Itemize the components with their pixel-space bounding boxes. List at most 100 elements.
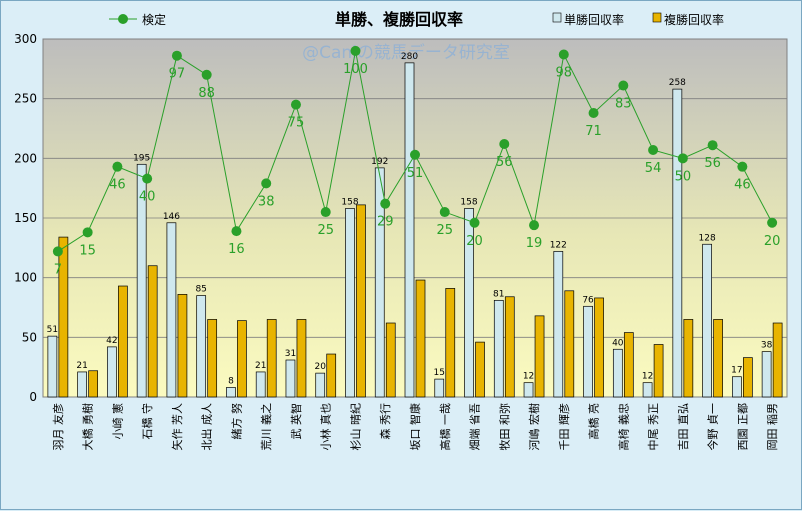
bar-tansho xyxy=(166,222,177,398)
bar-tansho xyxy=(464,208,474,398)
category-label: 羽月 友彦 xyxy=(51,403,65,451)
kentei-point-label: 83 xyxy=(615,97,632,112)
bar-fukusho xyxy=(623,332,634,398)
category-label: 牧田 和弥 xyxy=(497,403,511,451)
bar-tansho xyxy=(107,346,117,398)
category-label: 大橋 勇樹 xyxy=(81,403,95,451)
bar-tansho xyxy=(434,378,445,398)
kentei-point xyxy=(499,139,510,150)
bar-tansho xyxy=(642,382,653,398)
bar-tansho xyxy=(493,299,504,398)
category-label: 森 秀行 xyxy=(378,403,392,440)
bar-value-label: 17 xyxy=(731,366,742,376)
bar-fukusho xyxy=(385,322,396,398)
y-tick-label: 50 xyxy=(22,330,37,344)
bar-tansho xyxy=(702,243,712,398)
bar-tansho xyxy=(404,62,415,398)
kentei-point-label: 71 xyxy=(585,124,602,139)
kentei-point xyxy=(677,153,688,164)
bar-value-label: 12 xyxy=(642,372,653,382)
bar-fukusho xyxy=(415,279,426,398)
category-label: 岡田 稲男 xyxy=(766,403,779,451)
category-label: 緒方 努 xyxy=(229,403,243,440)
kentei-point xyxy=(201,69,212,80)
category-label: 高橋 一哉 xyxy=(438,403,452,451)
bar-value-label: 158 xyxy=(341,197,358,207)
kentei-point xyxy=(320,207,331,218)
kentei-point-label: 20 xyxy=(764,234,781,249)
kentei-point-label: 100 xyxy=(343,62,368,77)
bar-fukusho xyxy=(88,370,98,398)
kentei-point xyxy=(52,246,63,257)
bar-fukusho xyxy=(177,294,188,398)
kentei-point-label: 25 xyxy=(317,223,334,238)
y-tick-label: 0 xyxy=(29,390,37,404)
bar-fukusho xyxy=(445,288,456,398)
bar-tansho xyxy=(285,359,296,398)
kentei-point-label: 75 xyxy=(288,116,305,131)
category-label: 荒川 義之 xyxy=(259,403,273,451)
bar-value-label: 12 xyxy=(523,372,534,382)
kentei-point xyxy=(112,161,123,172)
kentei-point xyxy=(767,217,778,228)
y-tick-label: 100 xyxy=(14,271,37,285)
y-tick-label: 250 xyxy=(14,92,37,106)
bar-value-label: 192 xyxy=(371,157,388,167)
category-label: 高橋 亮 xyxy=(587,403,601,440)
chart-title: 単勝、複勝回収率 xyxy=(335,10,463,29)
legend-label-kentei: 検定 xyxy=(142,12,166,27)
kentei-point-label: 97 xyxy=(169,67,186,82)
bar-value-label: 51 xyxy=(47,325,58,335)
kentei-point-label: 46 xyxy=(109,178,126,193)
bar-value-label: 128 xyxy=(699,233,716,243)
kentei-point xyxy=(618,80,629,91)
category-label: 武 英智 xyxy=(289,403,303,440)
bar-fukusho xyxy=(504,296,515,398)
bar-value-label: 21 xyxy=(255,361,266,371)
bar-value-label: 146 xyxy=(163,212,180,222)
bar-fukusho xyxy=(475,341,485,398)
kentei-point-label: 56 xyxy=(496,155,513,170)
kentei-point xyxy=(350,45,361,56)
kentei-point xyxy=(737,161,748,172)
kentei-point xyxy=(171,50,182,61)
kentei-point-label: 54 xyxy=(645,161,662,176)
bar-tansho xyxy=(672,88,683,398)
kentei-point xyxy=(529,220,540,231)
kentei-point xyxy=(261,178,272,189)
kentei-point-label: 88 xyxy=(198,86,215,101)
y-tick-label: 150 xyxy=(14,211,37,225)
bar-fukusho xyxy=(653,344,664,398)
bar-value-label: 21 xyxy=(76,361,87,371)
bar-value-label: 81 xyxy=(493,289,504,299)
category-label: 吉田 直弘 xyxy=(676,403,690,451)
bar-value-label: 158 xyxy=(460,197,477,207)
bar-tansho xyxy=(374,167,385,398)
kentei-point xyxy=(410,149,420,160)
kentei-point xyxy=(469,217,480,228)
bar-tansho xyxy=(761,351,772,398)
kentei-point-label: 38 xyxy=(258,194,275,209)
bar-value-label: 76 xyxy=(582,295,594,305)
kentei-point xyxy=(380,198,391,209)
category-label: 坂口 智康 xyxy=(408,403,422,451)
bar-tansho xyxy=(77,371,87,398)
bar-fukusho xyxy=(564,290,575,398)
bar-tansho xyxy=(315,372,326,398)
bar-fukusho xyxy=(207,319,218,398)
bar-value-label: 8 xyxy=(228,376,234,386)
bar-value-label: 38 xyxy=(761,341,773,351)
kentei-point xyxy=(707,140,718,151)
bar-value-label: 20 xyxy=(314,362,326,372)
category-label: 西園 正都 xyxy=(736,403,749,451)
kentei-point-label: 7 xyxy=(54,262,62,277)
bar-value-label: 280 xyxy=(401,52,418,62)
bar-tansho xyxy=(47,335,58,398)
bar-value-label: 31 xyxy=(285,349,296,359)
kentei-point-label: 25 xyxy=(436,223,453,238)
category-label: 矢作 芳人 xyxy=(170,403,184,451)
kentei-point xyxy=(558,49,569,60)
bar-fukusho xyxy=(147,265,158,398)
